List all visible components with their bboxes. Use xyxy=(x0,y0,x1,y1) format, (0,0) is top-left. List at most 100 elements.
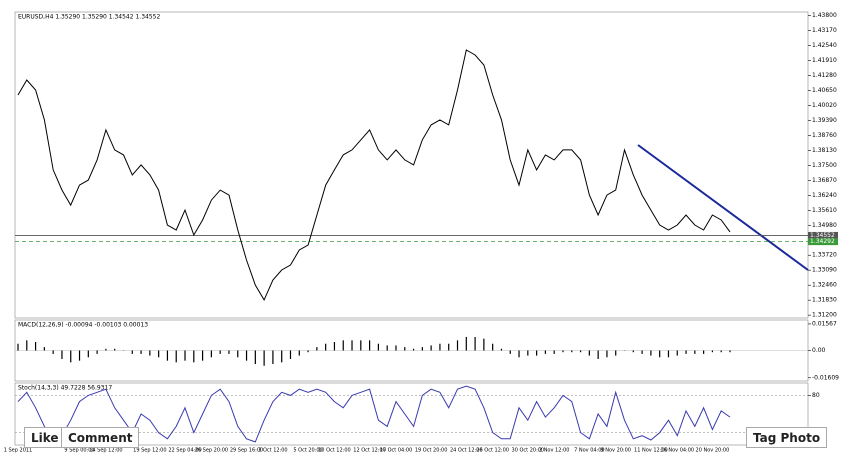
comment-button[interactable]: Comment xyxy=(61,427,140,448)
x-tick-label: 26 Sep 20:00 xyxy=(195,448,228,454)
bar xyxy=(729,350,731,353)
y-tick-label: 1.38130 xyxy=(812,147,837,154)
bar xyxy=(518,350,520,358)
y-tick-label: 1.36240 xyxy=(812,192,837,199)
bar xyxy=(114,348,116,351)
bar xyxy=(78,350,81,361)
bar xyxy=(281,350,283,363)
y-tick-label: 1.32460 xyxy=(812,282,837,289)
bar xyxy=(474,336,476,351)
x-tick-label: 5 Oct 20:00 xyxy=(293,448,322,454)
pane-title: EURUSD,H4 1.35290 1.35290 1.34542 1.3455… xyxy=(18,14,160,21)
bar xyxy=(395,345,397,351)
x-tick-label: 30 Oct 20:00 xyxy=(512,448,545,454)
y-tick-label: 1.40650 xyxy=(812,87,837,94)
bar xyxy=(694,350,696,354)
bar xyxy=(465,336,467,351)
bar xyxy=(676,350,678,356)
y-tick-label: 1.40020 xyxy=(812,102,837,109)
level-label-box xyxy=(808,238,838,246)
x-tick-label: 22 Sep 04:00 xyxy=(168,448,201,454)
series-line xyxy=(17,49,731,301)
x-tick-label: 20 Nov 20:00 xyxy=(696,448,730,454)
pane-title: Stoch(14,3,3) 49.7228 56.9317 xyxy=(18,385,112,392)
bar xyxy=(166,350,169,361)
bar xyxy=(377,343,379,351)
y-tick-label: 0.01567 xyxy=(812,320,837,327)
bar xyxy=(562,350,564,353)
bar xyxy=(544,350,547,354)
level-label: 1.34552 xyxy=(810,232,835,239)
bar xyxy=(360,340,362,351)
price-pane xyxy=(14,11,809,319)
series-line xyxy=(17,385,731,443)
bar xyxy=(404,347,406,351)
bar xyxy=(571,350,573,353)
y-tick-label: 1.42540 xyxy=(812,42,837,49)
bar xyxy=(131,350,133,354)
y-tick-label: 1.37500 xyxy=(812,162,837,169)
level-label: 1.34292 xyxy=(810,238,835,245)
like-button[interactable]: Like xyxy=(24,427,66,448)
bar xyxy=(140,350,142,354)
bar xyxy=(667,350,670,358)
x-tick-label: 16 Nov 04:00 xyxy=(660,448,694,454)
pane-title: MACD(12,26,9) -0.00094 -0.00103 0.00013 xyxy=(18,322,148,329)
bar xyxy=(263,350,265,366)
y-tick-label: 1.41280 xyxy=(812,72,837,79)
y-tick-label: 1.39390 xyxy=(812,117,837,124)
bar xyxy=(703,350,705,354)
trendline xyxy=(637,144,809,271)
y-tick-label: 1.43800 xyxy=(812,12,837,19)
tag-photo-button[interactable]: Tag Photo xyxy=(746,427,828,448)
bar xyxy=(597,350,599,359)
bar xyxy=(149,350,151,356)
x-tick-label: 2 Nov 12:00 xyxy=(539,448,570,454)
bar xyxy=(237,350,239,358)
bar xyxy=(298,350,300,356)
bar xyxy=(553,350,555,354)
bar xyxy=(421,347,423,351)
x-tick-label: 14 Sep 12:00 xyxy=(89,448,122,454)
bar xyxy=(439,343,441,351)
x-tick-label: 26 Oct 12:00 xyxy=(476,448,509,454)
y-tick-label: 1.36870 xyxy=(812,177,837,184)
x-tick-label: 10 Oct 12:00 xyxy=(318,448,351,454)
bar xyxy=(659,350,661,358)
bar xyxy=(720,350,722,353)
x-tick-label: 17 Oct 04:00 xyxy=(380,448,413,454)
bar xyxy=(289,350,292,359)
x-tick-label: 1 Sep 2011 xyxy=(4,448,33,454)
y-tick-label: 1.41910 xyxy=(812,57,837,64)
bar xyxy=(70,350,72,363)
bar xyxy=(386,345,388,351)
bar xyxy=(430,345,432,351)
y-tick-label: 1.38760 xyxy=(812,132,837,139)
bar xyxy=(606,350,608,358)
bar xyxy=(711,350,714,353)
bar xyxy=(509,350,511,354)
bar xyxy=(272,350,274,365)
y-tick-label: 1.33090 xyxy=(812,267,837,274)
bar xyxy=(17,343,19,351)
x-tick-label: 11 Nov 12:00 xyxy=(634,448,668,454)
bar xyxy=(615,350,617,356)
y-tick-label: 0.00 xyxy=(812,347,826,354)
bar xyxy=(536,350,538,356)
bar xyxy=(87,350,89,358)
bar xyxy=(632,350,634,353)
y-tick-label: 1.35610 xyxy=(812,207,837,214)
bar xyxy=(105,348,107,351)
bar xyxy=(325,343,327,351)
bar xyxy=(228,350,230,354)
bar xyxy=(34,342,37,351)
x-tick-label: 9 Nov 20:00 xyxy=(600,448,631,454)
bar xyxy=(175,350,177,363)
bar xyxy=(43,347,45,351)
bar xyxy=(219,350,221,354)
level-label-box xyxy=(808,231,838,239)
x-tick-label: 7 Nov 04:00 xyxy=(574,448,605,454)
x-tick-label: 19 Sep 12:00 xyxy=(133,448,166,454)
stoch-pane xyxy=(14,382,809,446)
